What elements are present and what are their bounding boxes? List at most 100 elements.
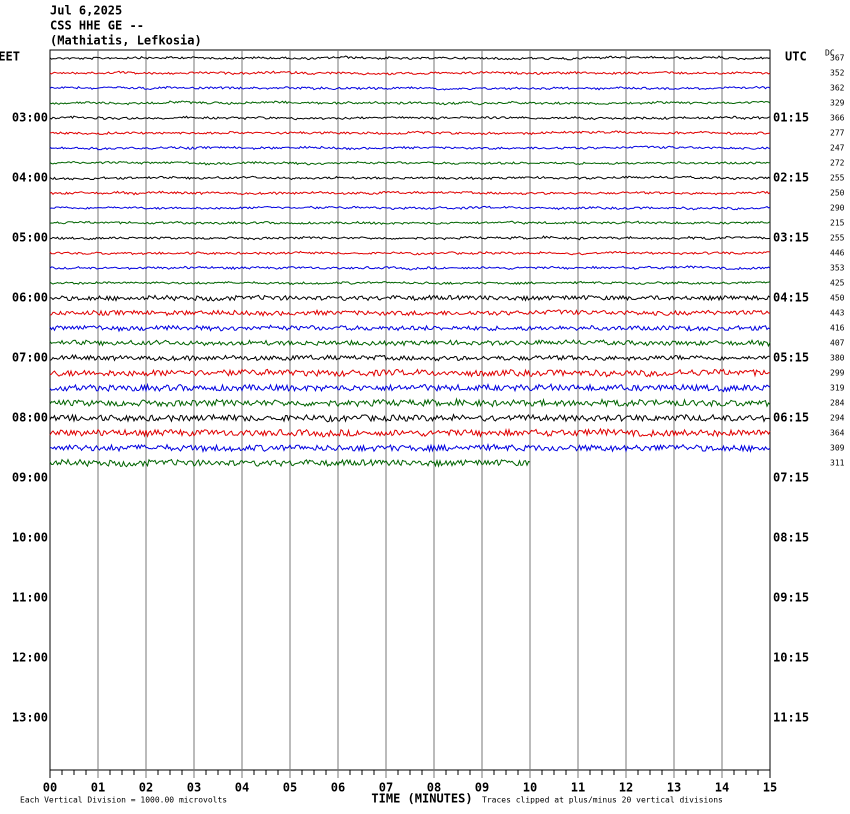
trace (49, 280, 771, 286)
dc-offset: 407 (830, 339, 845, 348)
footnote: Each Vertical Division = 1000.00 microvo… (20, 796, 227, 805)
trace (49, 324, 771, 333)
right-hour-label: 01:15 (773, 111, 809, 125)
dc-offset: 250 (830, 189, 845, 198)
right-hour-label: 10:15 (773, 651, 809, 665)
right-hour-label: 08:15 (773, 531, 809, 545)
trace (49, 250, 771, 256)
right-hour-label: 09:15 (773, 591, 809, 605)
trace (49, 382, 771, 393)
right-hour-label: 07:15 (773, 471, 809, 485)
dc-offset: 366 (830, 114, 845, 123)
dc-offset: 255 (830, 174, 845, 183)
title-line: (Mathiatis, Lefkosia) (50, 34, 202, 48)
x-tick-label: 14 (715, 781, 729, 795)
left-hour-label: 08:00 (12, 411, 48, 425)
x-tick-label: 01 (91, 781, 105, 795)
dc-offset: 290 (830, 204, 845, 213)
trace (49, 220, 771, 225)
x-tick-label: 02 (139, 781, 153, 795)
dc-offset: 367 (830, 54, 845, 63)
dc-offset: 247 (830, 144, 845, 153)
dc-offset: 272 (830, 159, 845, 168)
trace (49, 265, 771, 271)
trace (49, 368, 770, 378)
trace (49, 85, 771, 91)
left-hour-label: 03:00 (12, 111, 48, 125)
trace (49, 397, 771, 408)
left-hour-label: 09:00 (12, 471, 48, 485)
x-tick-label: 15 (763, 781, 777, 795)
dc-offset: 352 (830, 69, 845, 78)
trace (49, 413, 771, 423)
title-line: CSS HHE GE -- (50, 19, 144, 33)
trace (49, 235, 770, 241)
right-hour-label: 03:15 (773, 231, 809, 245)
x-tick-label: 04 (235, 781, 249, 795)
trace (49, 160, 770, 166)
trace (49, 190, 771, 196)
x-tick-label: 06 (331, 781, 345, 795)
trace (49, 145, 771, 151)
dc-offset: 353 (830, 264, 845, 273)
x-tick-label: 05 (283, 781, 297, 795)
dc-offset: 311 (830, 459, 845, 468)
title-line: Jul 6,2025 (50, 4, 122, 18)
trace (49, 442, 771, 454)
trace (49, 205, 771, 211)
x-tick-label: 07 (379, 781, 393, 795)
x-tick-label: 12 (619, 781, 633, 795)
dc-offset: 425 (830, 279, 845, 288)
dc-offset: 299 (830, 369, 845, 378)
x-tick-label: 03 (187, 781, 201, 795)
left-hour-label: 12:00 (12, 651, 48, 665)
dc-offset: 319 (830, 384, 845, 393)
dc-offset: 446 (830, 249, 845, 258)
trace (49, 115, 771, 121)
left-hour-label: 10:00 (12, 531, 48, 545)
dc-offset: 309 (830, 444, 845, 453)
left-zone: EET (0, 50, 20, 64)
dc-label: DC (825, 49, 835, 58)
plot-frame (49, 49, 771, 771)
footnote: Traces clipped at plus/minus 20 vertical… (482, 796, 723, 805)
dc-offset: 443 (830, 309, 845, 318)
x-axis-label: TIME (MINUTES) (371, 792, 472, 806)
right-hour-label: 11:15 (773, 711, 809, 725)
dc-offset: 416 (830, 324, 845, 333)
x-tick-label: 11 (571, 781, 585, 795)
trace (49, 458, 531, 468)
left-hour-label: 07:00 (12, 351, 48, 365)
dc-offset: 284 (830, 399, 845, 408)
trace (49, 175, 771, 181)
right-hour-label: 06:15 (773, 411, 809, 425)
right-hour-label: 05:15 (773, 351, 809, 365)
left-hour-label: 11:00 (12, 591, 48, 605)
trace (49, 55, 771, 61)
trace (49, 70, 771, 76)
x-tick-label: 08 (427, 781, 441, 795)
left-hour-label: 04:00 (12, 171, 48, 185)
trace (49, 427, 771, 438)
left-hour-label: 06:00 (12, 291, 48, 305)
trace (49, 339, 771, 348)
dc-offset: 450 (830, 294, 845, 303)
dc-offset: 255 (830, 234, 845, 243)
dc-offset: 294 (830, 414, 845, 423)
right-zone: UTC (785, 50, 807, 64)
x-tick-label: 09 (475, 781, 489, 795)
trace (49, 100, 771, 106)
dc-offset: 364 (830, 429, 845, 438)
dc-offset: 215 (830, 219, 845, 228)
left-hour-label: 13:00 (12, 711, 48, 725)
trace (50, 130, 771, 136)
dc-offset: 362 (830, 84, 845, 93)
dc-offset: 329 (830, 99, 845, 108)
x-tick-label: 13 (667, 781, 681, 795)
trace (49, 294, 771, 302)
x-tick-label: 10 (523, 781, 537, 795)
dc-offset: 380 (830, 354, 845, 363)
right-hour-label: 02:15 (773, 171, 809, 185)
left-hour-label: 05:00 (12, 231, 48, 245)
